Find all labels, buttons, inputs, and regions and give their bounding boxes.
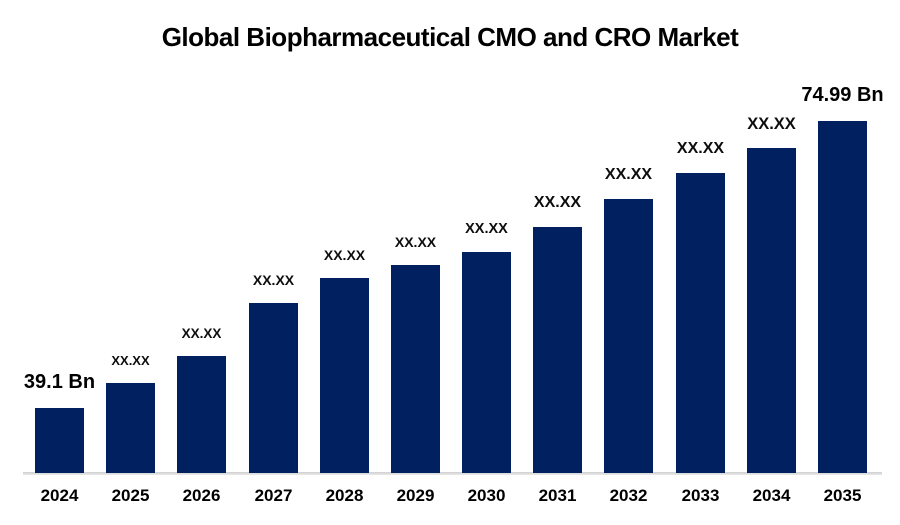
value-label-2034: XX.XX	[747, 114, 796, 133]
bar-2028	[320, 278, 369, 473]
x-axis-tick-2030: 2030	[467, 486, 506, 505]
x-axis-tick-2033: 2033	[681, 486, 720, 505]
x-axis-tick-2026: 2026	[182, 486, 221, 505]
value-label-2027: XX.XX	[252, 272, 295, 288]
bar-2032	[604, 199, 653, 473]
bar-2029	[391, 265, 440, 473]
x-axis-tick-2034: 2034	[752, 486, 791, 505]
bar-2027	[249, 303, 298, 473]
value-label-2033: XX.XX	[676, 140, 725, 157]
x-axis-tick-2028: 2028	[325, 486, 364, 505]
value-label-2035: 74.99 Bn	[801, 84, 884, 106]
value-label-2032: XX.XX	[604, 166, 653, 183]
bar-2033	[676, 173, 725, 473]
bar-2024	[35, 408, 84, 473]
x-axis-tick-2035: 2035	[823, 486, 862, 505]
value-label-2026: XX.XX	[181, 325, 222, 341]
value-label-2029: XX.XX	[394, 234, 437, 250]
bar-2025	[106, 383, 155, 473]
value-label-2025: XX.XX	[111, 353, 150, 368]
value-label-2024: 39.1 Bn	[23, 371, 96, 393]
value-label-2031: XX.XX	[533, 194, 582, 211]
chart-title: Global Biopharmaceutical CMO and CRO Mar…	[161, 22, 739, 52]
x-axis-line	[23, 472, 882, 475]
value-label-2030: XX.XX	[465, 220, 508, 237]
value-label-2028: XX.XX	[323, 247, 366, 263]
x-axis-tick-2027: 2027	[254, 486, 293, 505]
bar-2034	[747, 148, 796, 473]
bar-2031	[533, 227, 582, 473]
bar-2026	[177, 356, 226, 473]
x-axis-tick-2025: 2025	[111, 486, 150, 505]
x-axis-tick-2031: 2031	[538, 486, 577, 505]
bar-2030	[462, 252, 511, 473]
x-axis-tick-2029: 2029	[396, 486, 435, 505]
x-axis-tick-2032: 2032	[609, 486, 648, 505]
bar-2035	[818, 121, 867, 473]
x-axis-tick-2024: 2024	[40, 486, 79, 505]
